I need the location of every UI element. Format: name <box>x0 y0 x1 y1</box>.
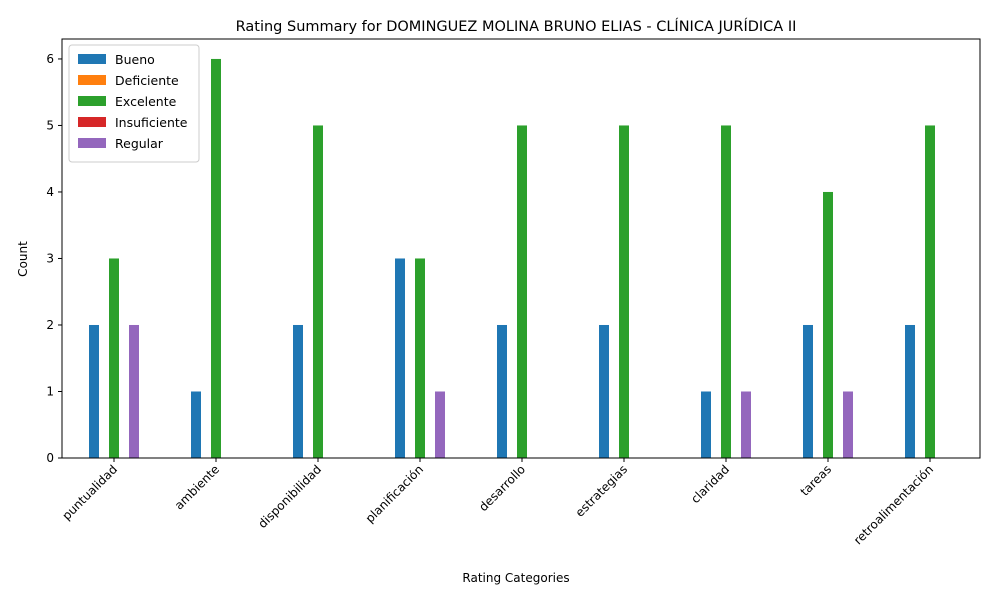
bar-excelente-5 <box>619 125 629 458</box>
y-tick-label-1: 1 <box>46 384 54 398</box>
chart-title: Rating Summary for DOMINGUEZ MOLINA BRUN… <box>236 18 797 35</box>
bar-excelente-6 <box>721 125 731 458</box>
bar-excelente-2 <box>313 125 323 458</box>
x-tick-label-6: claridad <box>688 462 732 506</box>
legend-label-excelente: Excelente <box>115 94 177 109</box>
y-tick-label-3: 3 <box>46 251 54 265</box>
bar-excelente-8 <box>925 125 935 458</box>
plot-frame <box>61 38 981 459</box>
x-tick-label-1: ambiente <box>172 462 222 512</box>
bar-excelente-3 <box>415 258 425 458</box>
bar-bueno-7 <box>803 324 813 458</box>
x-tick-label-3: planificación <box>363 462 426 525</box>
x-tick-label-7: tareas <box>798 462 835 499</box>
bars-group <box>89 58 935 458</box>
y-tick-label-6: 6 <box>46 52 54 66</box>
bar-excelente-7 <box>823 191 833 458</box>
bar-bueno-0 <box>89 324 99 458</box>
x-axis-label: Rating Categories <box>462 571 569 585</box>
legend-swatch-excelente <box>78 96 106 106</box>
bar-bueno-8 <box>905 324 915 458</box>
bar-bueno-1 <box>191 391 201 458</box>
bar-regular-0 <box>129 324 139 458</box>
bar-excelente-1 <box>211 58 221 458</box>
legend-swatch-insuficiente <box>78 117 106 127</box>
y-tick-label-5: 5 <box>46 118 54 132</box>
legend-label-bueno: Bueno <box>115 52 155 67</box>
bar-regular-6 <box>741 391 751 458</box>
bar-excelente-4 <box>517 125 527 458</box>
bar-bueno-4 <box>497 324 507 458</box>
legend-swatch-regular <box>78 138 106 148</box>
x-tick-label-4: desarrollo <box>476 462 528 514</box>
bar-excelente-0 <box>109 258 119 458</box>
y-axis-label: Count <box>16 241 30 277</box>
bar-bueno-3 <box>395 258 405 458</box>
x-tick-label-0: puntualidad <box>59 462 120 523</box>
legend-swatch-deficiente <box>78 75 106 85</box>
y-tick-label-0: 0 <box>46 451 54 465</box>
x-tick-label-5: estrategias <box>573 462 630 519</box>
y-tick-label-2: 2 <box>46 318 54 332</box>
legend-label-regular: Regular <box>115 136 164 151</box>
y-tick-label-4: 4 <box>46 185 54 199</box>
bar-regular-7 <box>843 391 853 458</box>
legend-label-insuficiente: Insuficiente <box>115 115 188 130</box>
x-tick-label-8: retroalimentación <box>851 462 936 547</box>
legend: Bueno Deficiente Excelente Insuficiente Regu… <box>68 44 200 163</box>
bar-bueno-6 <box>701 391 711 458</box>
bar-bueno-5 <box>599 324 609 458</box>
x-tick-label-2: disponibilidad <box>255 462 324 531</box>
bar-regular-3 <box>435 391 445 458</box>
legend-label-deficiente: Deficiente <box>115 73 179 88</box>
bar-bueno-2 <box>293 324 303 458</box>
legend-box <box>68 44 200 163</box>
legend-swatch-bueno <box>78 54 106 64</box>
